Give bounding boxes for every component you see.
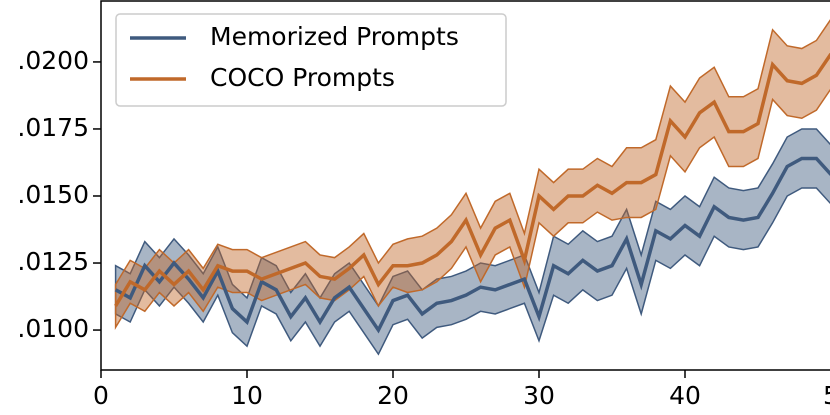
y-tick-label: .0150: [17, 180, 89, 209]
line: [114, 52, 830, 307]
x-tick-label: 10: [231, 381, 263, 410]
x-tick-label: 5: [823, 381, 830, 410]
x-tick-label: 30: [523, 381, 555, 410]
y-tick-label: .0175: [17, 113, 89, 142]
legend-label: Memorized Prompts: [210, 22, 459, 51]
line: [114, 156, 830, 334]
y-tick-label: .0125: [17, 247, 89, 276]
x-tick-label: 40: [669, 381, 701, 410]
x-tick-label: 20: [377, 381, 409, 410]
y-tick-label: .0100: [17, 314, 89, 343]
axes-frame: [100, 0, 830, 371]
band: [114, 19, 830, 331]
y-tick-label: .0200: [17, 46, 89, 75]
band: [114, 128, 830, 356]
x-tick-label: 0: [93, 381, 109, 410]
legend-box: [115, 13, 507, 107]
legend-label: COCO Prompts: [210, 63, 395, 92]
